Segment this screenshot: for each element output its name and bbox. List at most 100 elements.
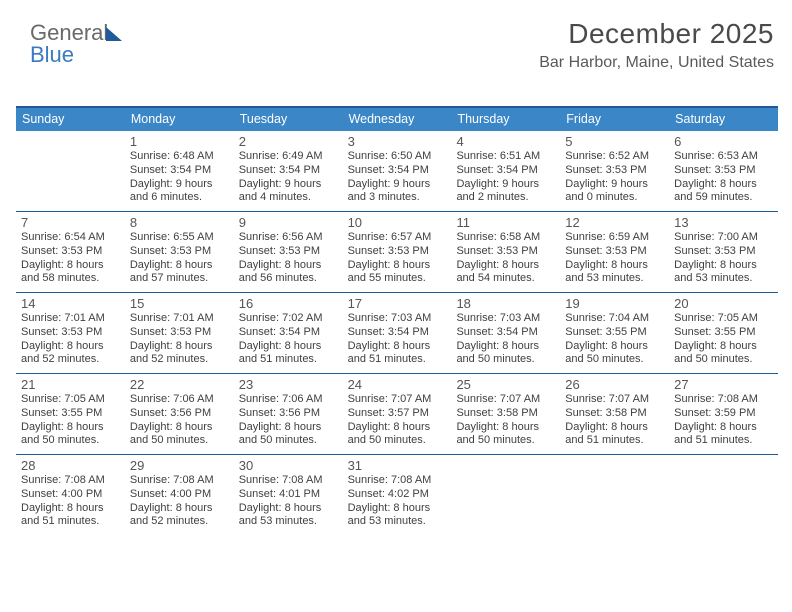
sunset-line: Sunset: 3:58 PM — [565, 407, 664, 421]
daylight-line: Daylight: 8 hours and 55 minutes. — [348, 259, 447, 287]
day-number: 16 — [239, 296, 338, 311]
day-number: 15 — [130, 296, 229, 311]
daylight-line: Daylight: 8 hours and 50 minutes. — [456, 421, 555, 449]
day-number: 18 — [456, 296, 555, 311]
day-number: 26 — [565, 377, 664, 392]
calendar-day-cell: 17Sunrise: 7:03 AMSunset: 3:54 PMDayligh… — [343, 293, 452, 373]
weekday-header: Monday — [125, 108, 234, 131]
daylight-line: Daylight: 8 hours and 50 minutes. — [565, 340, 664, 368]
calendar-day-cell: 21Sunrise: 7:05 AMSunset: 3:55 PMDayligh… — [16, 374, 125, 454]
day-number: 7 — [21, 215, 120, 230]
day-number: 21 — [21, 377, 120, 392]
calendar-day-cell: 4Sunrise: 6:51 AMSunset: 3:54 PMDaylight… — [451, 131, 560, 211]
sunrise-line: Sunrise: 7:08 AM — [239, 474, 338, 488]
sunset-line: Sunset: 3:53 PM — [130, 245, 229, 259]
daylight-line: Daylight: 9 hours and 4 minutes. — [239, 178, 338, 206]
sunset-line: Sunset: 3:55 PM — [674, 326, 773, 340]
sunset-line: Sunset: 3:57 PM — [348, 407, 447, 421]
day-number: 30 — [239, 458, 338, 473]
daylight-line: Daylight: 9 hours and 0 minutes. — [565, 178, 664, 206]
daylight-line: Daylight: 8 hours and 53 minutes. — [348, 502, 447, 530]
sunrise-line: Sunrise: 6:58 AM — [456, 231, 555, 245]
sunrise-line: Sunrise: 7:01 AM — [21, 312, 120, 326]
calendar-day-cell: 14Sunrise: 7:01 AMSunset: 3:53 PMDayligh… — [16, 293, 125, 373]
sunrise-line: Sunrise: 7:07 AM — [565, 393, 664, 407]
daylight-line: Daylight: 8 hours and 50 minutes. — [456, 340, 555, 368]
calendar-day-cell: 13Sunrise: 7:00 AMSunset: 3:53 PMDayligh… — [669, 212, 778, 292]
day-number: 8 — [130, 215, 229, 230]
calendar-week-row: 7Sunrise: 6:54 AMSunset: 3:53 PMDaylight… — [16, 212, 778, 293]
calendar-day-cell: 12Sunrise: 6:59 AMSunset: 3:53 PMDayligh… — [560, 212, 669, 292]
sunset-line: Sunset: 3:53 PM — [21, 245, 120, 259]
calendar-day-cell: 6Sunrise: 6:53 AMSunset: 3:53 PMDaylight… — [669, 131, 778, 211]
sunset-line: Sunset: 3:54 PM — [348, 326, 447, 340]
page-subtitle: Bar Harbor, Maine, United States — [539, 54, 774, 72]
day-number: 13 — [674, 215, 773, 230]
day-number: 11 — [456, 215, 555, 230]
sunset-line: Sunset: 3:53 PM — [239, 245, 338, 259]
sunset-line: Sunset: 3:58 PM — [456, 407, 555, 421]
sunset-line: Sunset: 3:53 PM — [348, 245, 447, 259]
sunrise-line: Sunrise: 7:05 AM — [674, 312, 773, 326]
daylight-line: Daylight: 8 hours and 50 minutes. — [239, 421, 338, 449]
weekday-header: Friday — [560, 108, 669, 131]
sunrise-line: Sunrise: 7:03 AM — [456, 312, 555, 326]
sunset-line: Sunset: 3:53 PM — [21, 326, 120, 340]
daylight-line: Daylight: 8 hours and 50 minutes. — [674, 340, 773, 368]
day-number: 6 — [674, 134, 773, 149]
sunrise-line: Sunrise: 6:48 AM — [130, 150, 229, 164]
daylight-line: Daylight: 8 hours and 51 minutes. — [348, 340, 447, 368]
sunrise-line: Sunrise: 7:07 AM — [348, 393, 447, 407]
logo-word-2: Blue — [30, 42, 74, 67]
day-number: 14 — [21, 296, 120, 311]
sunrise-line: Sunrise: 6:49 AM — [239, 150, 338, 164]
day-number: 1 — [130, 134, 229, 149]
calendar-week-row: 28Sunrise: 7:08 AMSunset: 4:00 PMDayligh… — [16, 455, 778, 535]
calendar-day-cell: 16Sunrise: 7:02 AMSunset: 3:54 PMDayligh… — [234, 293, 343, 373]
sunset-line: Sunset: 3:54 PM — [456, 326, 555, 340]
day-number: 22 — [130, 377, 229, 392]
sunset-line: Sunset: 3:53 PM — [565, 164, 664, 178]
calendar-day-cell: 8Sunrise: 6:55 AMSunset: 3:53 PMDaylight… — [125, 212, 234, 292]
brand-logo: General Blue — [30, 22, 122, 66]
sunset-line: Sunset: 3:53 PM — [565, 245, 664, 259]
page-title: December 2025 — [539, 18, 774, 50]
sunset-line: Sunset: 3:55 PM — [21, 407, 120, 421]
weekday-header: Sunday — [16, 108, 125, 131]
daylight-line: Daylight: 8 hours and 52 minutes. — [130, 340, 229, 368]
sunrise-line: Sunrise: 7:08 AM — [130, 474, 229, 488]
calendar-day-cell: 5Sunrise: 6:52 AMSunset: 3:53 PMDaylight… — [560, 131, 669, 211]
sunset-line: Sunset: 3:54 PM — [239, 326, 338, 340]
calendar-day-cell: 28Sunrise: 7:08 AMSunset: 4:00 PMDayligh… — [16, 455, 125, 535]
daylight-line: Daylight: 8 hours and 51 minutes. — [674, 421, 773, 449]
calendar-week-row: 14Sunrise: 7:01 AMSunset: 3:53 PM Dayligh… — [16, 293, 778, 374]
sunrise-line: Sunrise: 7:08 AM — [674, 393, 773, 407]
day-number: 23 — [239, 377, 338, 392]
day-number: 31 — [348, 458, 447, 473]
sunset-line: Sunset: 3:54 PM — [130, 164, 229, 178]
calendar-day-cell: 25Sunrise: 7:07 AMSunset: 3:58 PMDayligh… — [451, 374, 560, 454]
daylight-line: Daylight: 8 hours and 57 minutes. — [130, 259, 229, 287]
day-number: 4 — [456, 134, 555, 149]
calendar-table: SundayMondayTuesdayWednesdayThursdayFrid… — [16, 106, 778, 535]
day-number: 20 — [674, 296, 773, 311]
day-number: 5 — [565, 134, 664, 149]
daylight-line: Daylight: 8 hours and 54 minutes. — [456, 259, 555, 287]
weekday-header: Tuesday — [234, 108, 343, 131]
day-number: 25 — [456, 377, 555, 392]
calendar-day-cell: 31Sunrise: 7:08 AMSunset: 4:02 PMDayligh… — [343, 455, 452, 535]
sunrise-line: Sunrise: 7:05 AM — [21, 393, 120, 407]
daylight-line: Daylight: 8 hours and 50 minutes. — [21, 421, 120, 449]
day-number: 3 — [348, 134, 447, 149]
sunrise-line: Sunrise: 7:06 AM — [239, 393, 338, 407]
sunrise-line: Sunrise: 6:59 AM — [565, 231, 664, 245]
sunrise-line: Sunrise: 6:55 AM — [130, 231, 229, 245]
daylight-line: Daylight: 8 hours and 50 minutes. — [130, 421, 229, 449]
calendar-day-cell: 30Sunrise: 7:08 AMSunset: 4:01 PMDayligh… — [234, 455, 343, 535]
daylight-line: Daylight: 8 hours and 59 minutes. — [674, 178, 773, 206]
calendar-day-cell: 9Sunrise: 6:56 AMSunset: 3:53 PMDaylight… — [234, 212, 343, 292]
sunset-line: Sunset: 4:02 PM — [348, 488, 447, 502]
daylight-line: Daylight: 8 hours and 53 minutes. — [674, 259, 773, 287]
weekday-header-row: SundayMondayTuesdayWednesdayThursdayFrid… — [16, 108, 778, 131]
sunset-line: Sunset: 4:00 PM — [21, 488, 120, 502]
